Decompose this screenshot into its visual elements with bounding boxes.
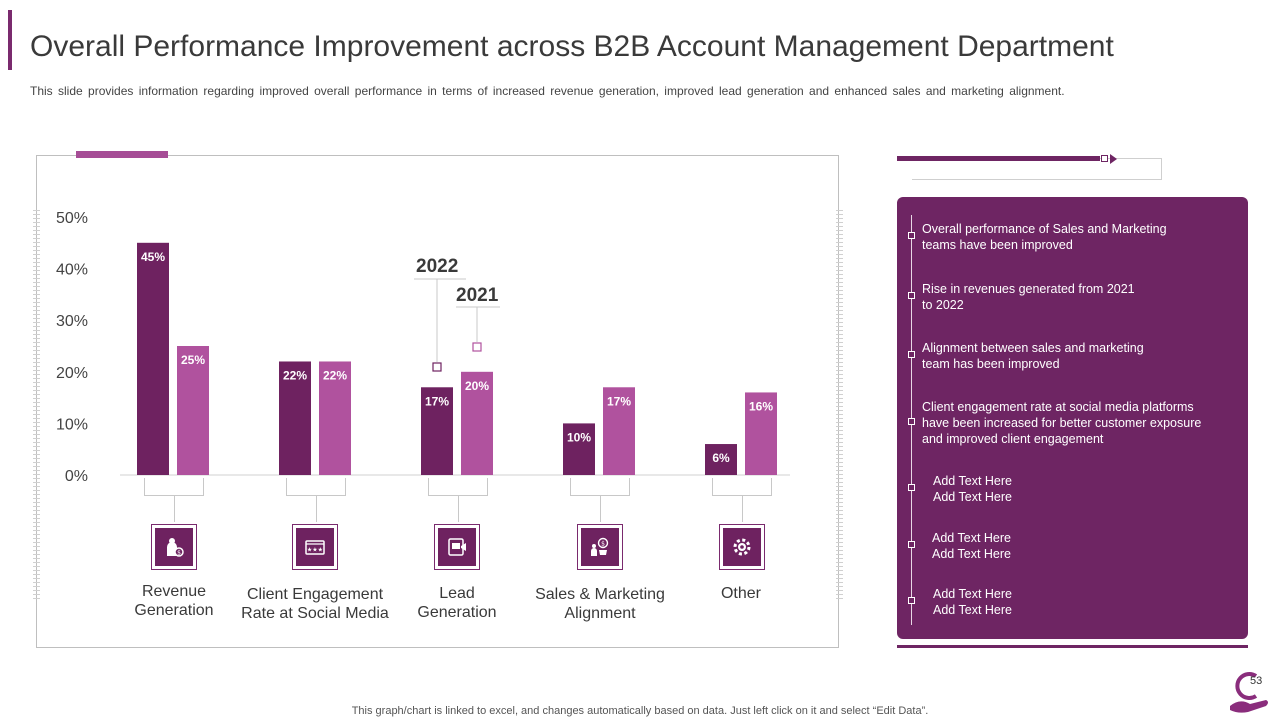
title-accent-bar xyxy=(8,10,12,70)
legend-2022-marker xyxy=(432,362,442,372)
lead-icon xyxy=(434,524,480,570)
bar-2021-3 xyxy=(603,387,635,475)
bar-2021-0 xyxy=(177,346,209,475)
footer-note: This graph/chart is linked to excel, and… xyxy=(351,705,929,717)
category-bracket xyxy=(428,478,488,496)
bar-value-label: 6% xyxy=(712,451,730,465)
category-bracket-stem xyxy=(742,496,743,522)
legend-2022-label: 2022 xyxy=(416,256,458,277)
category-bracket xyxy=(286,478,346,496)
category-bracket-stem xyxy=(316,496,317,522)
page-number: 53 xyxy=(1250,675,1263,687)
timeline-node xyxy=(908,232,915,239)
chart-tab-accent xyxy=(76,151,168,158)
category-label: Client Engagement Rate at Social Media xyxy=(241,586,389,622)
legend-2021-label: 2021 xyxy=(456,285,499,306)
category-bracket xyxy=(144,478,204,496)
timeline-node xyxy=(908,351,915,358)
category-bracket-stem xyxy=(174,496,175,522)
category-label: Other xyxy=(720,585,761,602)
category-bracket-stem xyxy=(600,496,601,522)
bar-value-label: 10% xyxy=(567,430,591,444)
revenue-icon: $ xyxy=(151,524,197,570)
bar-value-label: 16% xyxy=(749,399,773,413)
bar-value-label: 22% xyxy=(323,368,347,382)
bar-value-label: 22% xyxy=(283,368,307,382)
bar-value-label: 17% xyxy=(425,394,449,408)
bar-2022-0 xyxy=(137,242,169,475)
panel-item: Rise in revenues generated from 2021 to 2… xyxy=(922,282,1135,312)
y-tick-label: 10% xyxy=(56,416,88,433)
bar-value-label: 25% xyxy=(181,353,205,367)
engagement-icon: ★★★ xyxy=(292,524,338,570)
timeline-node xyxy=(908,484,915,491)
bar-value-label: 45% xyxy=(141,250,165,264)
timeline-node xyxy=(908,541,915,548)
bar-2021-4 xyxy=(745,392,777,475)
y-tick-label: 0% xyxy=(65,468,88,485)
svg-text:$: $ xyxy=(601,541,605,548)
y-tick-label: 30% xyxy=(56,313,88,330)
category-label: Sales & Marketing Alignment xyxy=(535,586,665,622)
panel-item: Add Text Here Add Text Here xyxy=(933,587,1012,617)
category-bracket xyxy=(570,478,630,496)
bar-2022-2 xyxy=(421,387,453,475)
timeline-node xyxy=(908,418,915,425)
bar-2021-1 xyxy=(319,361,351,475)
bar-value-label: 17% xyxy=(607,394,631,408)
panel-item: Overall performance of Sales and Marketi… xyxy=(922,222,1167,252)
category-bracket xyxy=(712,478,772,496)
chart-dash-decoration-right xyxy=(836,210,843,600)
page-subtitle: This slide provides information regardin… xyxy=(30,84,1065,98)
page-title: Overall Performance Improvement across B… xyxy=(30,30,1114,63)
alignment-icon: $ xyxy=(577,524,623,570)
panel-top-arrow-icon xyxy=(1110,154,1117,164)
category-label: Lead Generation xyxy=(417,585,497,621)
bar-value-label: 20% xyxy=(465,379,489,393)
panel-item: Add Text Here Add Text Here xyxy=(932,531,1011,561)
y-tick-label: 40% xyxy=(56,262,88,279)
timeline-node xyxy=(908,292,915,299)
bar-2022-4 xyxy=(705,444,737,475)
bar-2022-1 xyxy=(279,361,311,475)
legend-2021-marker xyxy=(472,342,482,352)
panel-bottom-bar xyxy=(897,645,1248,648)
panel-top-bar xyxy=(897,156,1100,161)
category-label: Revenue Generation xyxy=(134,583,214,619)
bar-2021-2 xyxy=(461,371,493,475)
panel-item: Add Text Here Add Text Here xyxy=(933,474,1012,504)
category-bracket-stem xyxy=(458,496,459,522)
chart-dash-decoration-left xyxy=(33,210,40,600)
svg-text:$: $ xyxy=(177,550,181,557)
panel-top-square xyxy=(1101,155,1108,162)
panel-item: Client engagement rate at social media p… xyxy=(922,400,1202,446)
svg-text:★★★: ★★★ xyxy=(307,547,323,554)
summary-panel xyxy=(897,197,1248,639)
gear-icon xyxy=(719,524,765,570)
y-tick-label: 50% xyxy=(56,210,88,227)
panel-item: Alignment between sales and marketing tea… xyxy=(922,341,1144,371)
y-tick-label: 20% xyxy=(56,365,88,382)
brand-logo-icon xyxy=(1230,672,1268,713)
bar-2022-3 xyxy=(563,423,595,475)
timeline-node xyxy=(908,597,915,604)
panel-top-outline xyxy=(912,158,1162,180)
